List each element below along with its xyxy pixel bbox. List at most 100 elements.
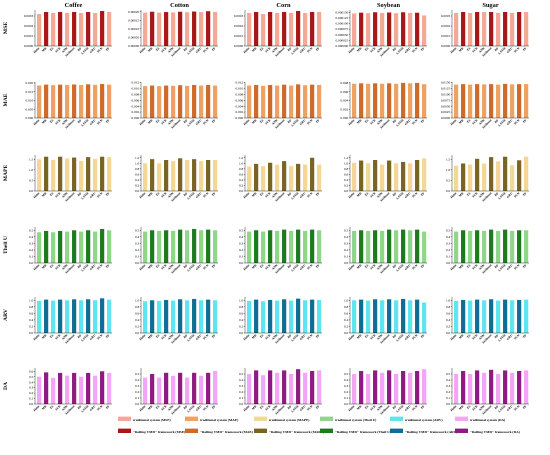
y-tick-label: 0.6: [446, 311, 451, 315]
x-tick-label: TCN: [513, 118, 521, 126]
legend-swatch: [320, 416, 333, 421]
legend-entry-traditional-4: traditional system (ARV): [390, 416, 443, 422]
panel-mse-cotton: 0.00020 0.00015 0.00010 0.00005 0.00000Holtz…: [128, 10, 218, 58]
bar-arv-soybean-tcn: [415, 299, 420, 333]
bar-mse-soybean-holtz: [352, 13, 357, 46]
x-tick-label: GRU: [506, 118, 514, 126]
x-tick-label: PF: [105, 263, 111, 269]
y-tick-label: 0.5: [446, 372, 451, 376]
bar-mae-corn-pf: [317, 84, 322, 118]
bar-theil-u-soybean-pf: [422, 231, 427, 263]
y-tick-label: 0.00005: [128, 36, 139, 40]
bar-mse-soybean-lstm: [401, 12, 406, 46]
x-tick-label: RF: [183, 333, 189, 339]
x-tick-label: TCN: [96, 404, 104, 412]
bar-arv-corn-tcn: [310, 299, 315, 333]
x-tick-label: ANN: [167, 404, 175, 412]
x-tick-label: RF: [287, 46, 293, 52]
bar-theil-u-cotton-mr: [150, 230, 155, 263]
bar-arv-coffee-tcn: [100, 298, 105, 333]
y-tick-label: 0.2: [344, 325, 349, 329]
y-tick-label: 0.2: [239, 184, 244, 188]
bar-da-coffee-ann: [65, 375, 70, 404]
legend-swatch: [118, 416, 131, 421]
x-tick-label: GRU: [404, 46, 412, 54]
y-tick-label: 0.002: [341, 107, 349, 111]
bar-da-cotton-gru: [199, 375, 204, 404]
y-tick-label: 0.3: [239, 384, 244, 388]
bar-da-corn-holtz: [247, 374, 252, 404]
x-tick-label: SVR: [160, 263, 168, 271]
x-tick-label: Holtz: [347, 46, 355, 54]
bar-mse-cotton-rf: [185, 12, 190, 47]
bar-mae-corn-svr: [268, 84, 273, 118]
bar-mse-coffee-pf: [107, 12, 112, 46]
bar-arv-soybean-xgboost: [387, 299, 392, 333]
bar-mse-soybean-es: [366, 13, 371, 46]
bar-mape-corn-es: [261, 166, 266, 191]
x-tick-label: GRU: [195, 191, 203, 199]
bar-mae-corn-es: [261, 85, 266, 118]
legend-label: "Rolling VMD" framework (Theil U): [335, 430, 392, 434]
legend-label: traditional system (MAPE): [269, 418, 310, 422]
x-tick-label: GRU: [506, 333, 514, 341]
x-tick-label: ES: [49, 333, 55, 339]
bar-da-soybean-svr: [373, 370, 378, 404]
bar-da-sugar-ann: [482, 372, 487, 404]
y-tick-label: 1.0: [446, 168, 451, 172]
bar-arv-cotton-xgboost: [178, 299, 183, 333]
x-tick-label: Holtz: [138, 263, 146, 271]
legend-swatch: [455, 428, 468, 433]
x-tick-label: Holtz: [32, 263, 40, 271]
y-tick-label: 0.3: [29, 386, 34, 390]
x-tick-label: GRU: [506, 404, 514, 412]
y-tick-label: 0.3: [135, 241, 140, 245]
bar-mape-cotton-gru: [199, 161, 204, 191]
x-tick-label: PF: [315, 118, 321, 124]
bar-da-coffee-rf: [79, 376, 84, 404]
x-tick-label: TCN: [202, 404, 210, 412]
x-tick-label: GRU: [299, 46, 307, 54]
bar-theil-u-coffee-es: [51, 232, 56, 263]
x-tick-label: ES: [364, 333, 370, 339]
bar-mse-cotton-tcn: [206, 11, 211, 46]
y-tick-label: 0.8: [239, 305, 244, 309]
bar-theil-u-soybean-es: [366, 230, 371, 263]
x-tick-label: GRU: [89, 191, 97, 199]
x-tick-label: RF: [392, 46, 398, 52]
column-title-soybean: Soybean: [377, 2, 401, 9]
bar-mape-coffee-pf: [107, 157, 112, 191]
x-tick-label: RF: [287, 118, 293, 124]
y-tick-label: 0.0: [29, 189, 34, 193]
x-tick-label: SVR: [264, 333, 272, 341]
bar-arv-sugar-lstm: [503, 299, 508, 333]
x-tick-label: ANN: [376, 263, 384, 271]
x-tick-label: SVR: [160, 404, 168, 412]
x-tick-label: TCN: [513, 191, 521, 199]
bar-da-cotton-xgboost: [178, 372, 183, 404]
x-tick-label: TCN: [202, 191, 210, 199]
y-tick-label: 0.0001: [234, 34, 244, 38]
bar-da-cotton-rf: [185, 377, 190, 404]
bar-da-sugar-xgboost: [489, 369, 494, 404]
x-tick-label: Holtz: [449, 263, 457, 271]
y-tick-label: 0.2: [135, 248, 140, 252]
y-tick-label: 0.2: [446, 325, 451, 329]
bar-da-coffee-es: [51, 377, 56, 404]
legend-entry-rolling-vmd-1: "Rolling VMD" framework (MAE): [185, 428, 254, 434]
bar-mae-corn-gru: [303, 85, 308, 118]
bar-mse-corn-ann: [275, 13, 280, 46]
legend-swatch: [254, 416, 267, 421]
y-tick-label: 0.000: [26, 116, 34, 120]
x-tick-label: ES: [466, 46, 472, 52]
legend-entry-rolling-vmd-0: "Rolling VMD" framework (MSE): [118, 428, 186, 434]
y-tick-label: 0.000: [132, 116, 140, 120]
x-tick-label: MR: [147, 191, 154, 198]
bar-mae-cotton-es: [157, 86, 162, 118]
legend-entry-traditional-5: traditional system (DA): [455, 416, 506, 422]
bar-da-sugar-holtz: [454, 374, 459, 404]
